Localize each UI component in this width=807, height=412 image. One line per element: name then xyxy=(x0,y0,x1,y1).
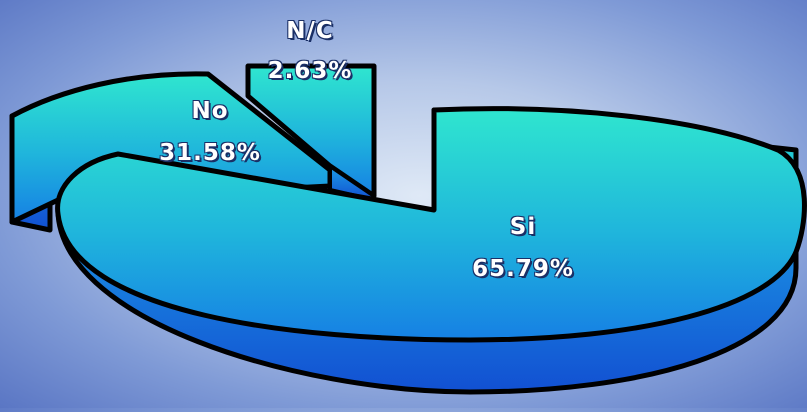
slice-no-name: No xyxy=(191,98,228,124)
slice-no-value: 31.58% xyxy=(159,140,261,166)
slice-nc-value: 2.63% xyxy=(268,58,353,84)
slice-si-value: 65.79% xyxy=(472,256,574,282)
slice-nc-name: N/C xyxy=(286,18,334,44)
slice-si-name: Si xyxy=(510,214,536,240)
